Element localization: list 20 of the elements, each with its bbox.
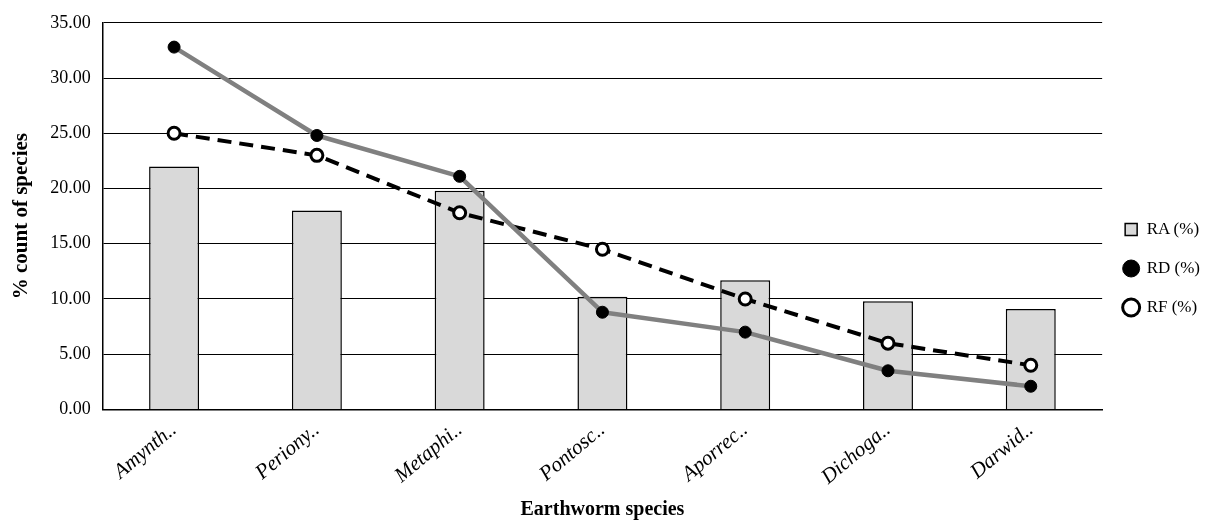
point (309, 147, 325, 163)
point (880, 335, 896, 351)
legend-label: RA (%) (1146, 218, 1200, 238)
y-tick-label: 10.00 (50, 287, 91, 308)
y-tick-label: 25.00 (50, 122, 91, 143)
legend-label: RF (%) (1146, 296, 1198, 316)
y-tick-label: 30.00 (50, 66, 91, 87)
point (166, 125, 182, 141)
y-tick-label: 15.00 (50, 232, 91, 253)
legend-label: RD (%) (1146, 257, 1201, 277)
point (1023, 357, 1039, 373)
y-tick-label: 5.00 (59, 342, 91, 363)
point (452, 205, 468, 221)
x-axis-title: Earthworm species (520, 497, 685, 521)
point (594, 241, 610, 257)
y-tick-label: 35.00 (50, 11, 91, 32)
point (737, 291, 753, 307)
y-tick-label: 0.00 (59, 398, 91, 419)
y-axis-title: % count of species (8, 133, 33, 300)
y-tick-label: 20.00 (50, 177, 91, 198)
